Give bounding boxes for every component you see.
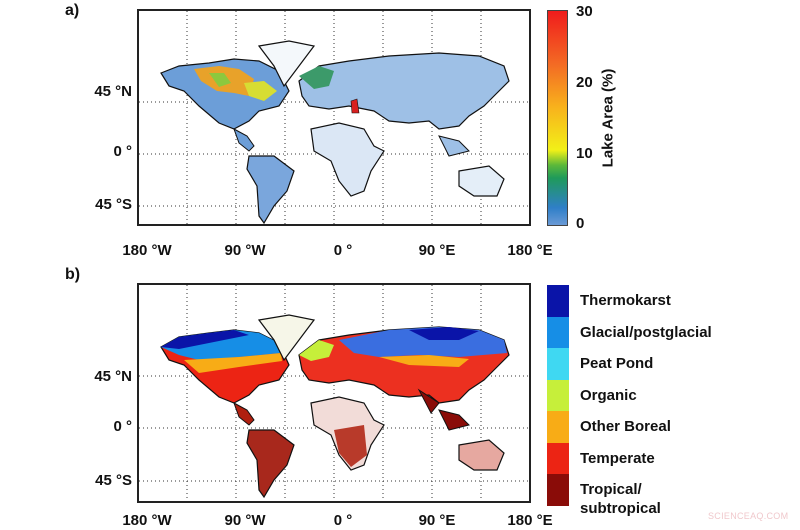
colorbar-tick-20: 20 bbox=[576, 74, 593, 91]
panel-a-ytick-45n: 45 °N bbox=[94, 83, 132, 100]
panel-a-map bbox=[137, 9, 531, 226]
watermark: SCIENCEAQ.COM bbox=[708, 511, 789, 521]
legend-label: Tropical/ subtropical bbox=[580, 481, 661, 517]
panel-b-ytick-0: 0 ° bbox=[113, 418, 132, 435]
panel-a-xtick-180e: 180 °E bbox=[507, 242, 553, 259]
legend-swatch bbox=[547, 316, 569, 348]
world-map-lake-area bbox=[139, 11, 529, 224]
panel-a-xtick-90e: 90 °E bbox=[418, 242, 456, 259]
legend-swatch bbox=[547, 474, 569, 506]
panel-a-label: a) bbox=[65, 2, 80, 19]
legend-label: Temperate bbox=[580, 449, 655, 467]
panel-b-ytick-45s: 45 °S bbox=[95, 472, 132, 489]
panel-a-ytick-0: 0 ° bbox=[113, 143, 132, 160]
panel-b-map bbox=[137, 283, 531, 503]
panel-b-xtick-180e: 180 °E bbox=[507, 512, 553, 529]
legend-swatch bbox=[547, 442, 569, 474]
panel-a-xtick-90w: 90 °W bbox=[224, 242, 266, 259]
panel-b-xtick-180w: 180 °W bbox=[122, 512, 172, 529]
panel-b-label: b) bbox=[65, 266, 81, 283]
legend-label: Other Boreal bbox=[580, 418, 671, 435]
panel-b-ytick-45n: 45 °N bbox=[94, 368, 132, 385]
colorbar-tick-30: 30 bbox=[576, 3, 593, 20]
legend-label: Organic bbox=[580, 386, 637, 404]
panel-b-xtick-90w: 90 °W bbox=[224, 512, 266, 529]
legend-swatch bbox=[547, 411, 569, 443]
colorbar-tick-0: 0 bbox=[576, 215, 585, 232]
legend-label: Thermokarst bbox=[580, 292, 671, 309]
lake-area-colorbar bbox=[547, 10, 568, 226]
panel-a-ytick-45s: 45 °S bbox=[95, 196, 132, 213]
world-map-lake-type bbox=[139, 285, 529, 501]
legend-swatch bbox=[547, 348, 569, 380]
colorbar-tick-10: 10 bbox=[576, 145, 593, 162]
legend-label: Glacial/postglacial bbox=[580, 323, 712, 341]
legend-swatch bbox=[547, 285, 569, 317]
panel-b-xtick-0: 0 ° bbox=[333, 512, 353, 529]
colorbar-title: Lake Area (%) bbox=[599, 68, 617, 168]
panel-a-xtick-180w: 180 °W bbox=[122, 242, 172, 259]
panel-b-xtick-90e: 90 °E bbox=[418, 512, 456, 529]
legend-label: Peat Pond bbox=[580, 355, 654, 372]
legend-swatch bbox=[547, 379, 569, 411]
panel-a-xtick-0: 0 ° bbox=[333, 242, 353, 259]
